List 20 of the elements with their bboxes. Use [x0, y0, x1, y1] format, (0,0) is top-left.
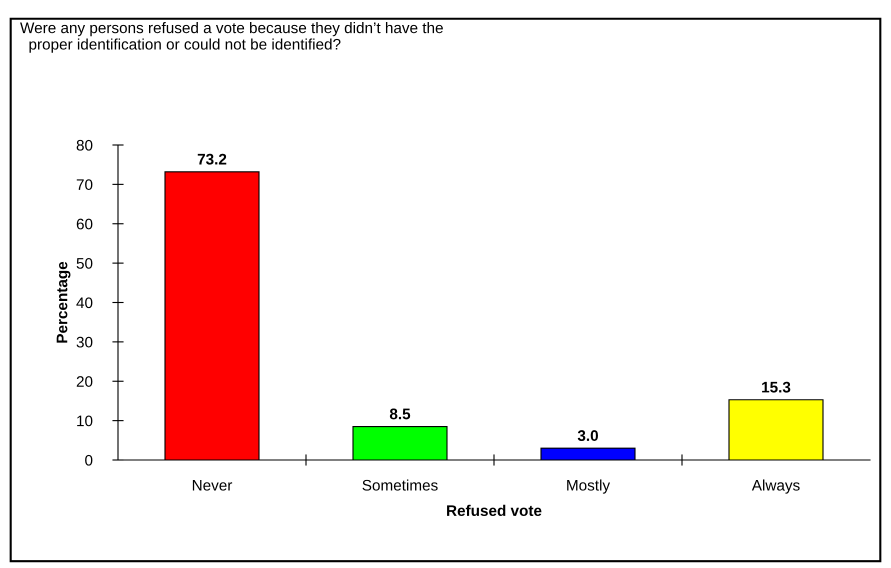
- x-axis-title: Refused vote: [447, 504, 542, 516]
- data-label: 8.5: [390, 408, 410, 420]
- y-tick-label: 40: [76, 297, 92, 308]
- data-label: 3.0: [578, 430, 598, 442]
- y-tick-label: 20: [76, 376, 92, 387]
- y-tick-label: 0: [85, 454, 92, 466]
- x-tick-label: Never: [192, 480, 232, 491]
- y-tick-label: 50: [76, 258, 92, 269]
- x-tick-label: Always: [752, 479, 800, 494]
- x-tick-label: Sometimes: [362, 479, 438, 491]
- y-tick-label: 10: [77, 415, 92, 426]
- data-label: 15.3: [762, 382, 790, 393]
- y-tick-label: 60: [76, 218, 92, 230]
- chart-title: Were any persons refused a vote because they didn’t have the proper identification or could not be identified?: [20, 22, 443, 53]
- y-tick-label: 30: [76, 336, 92, 348]
- x-tick-label: Mostly: [567, 479, 610, 494]
- data-label: 73.2: [198, 154, 226, 165]
- y-tick-label: 80: [76, 140, 92, 151]
- y-tick-label: 70: [76, 179, 92, 190]
- y-axis-title: Percentage: [56, 262, 70, 343]
